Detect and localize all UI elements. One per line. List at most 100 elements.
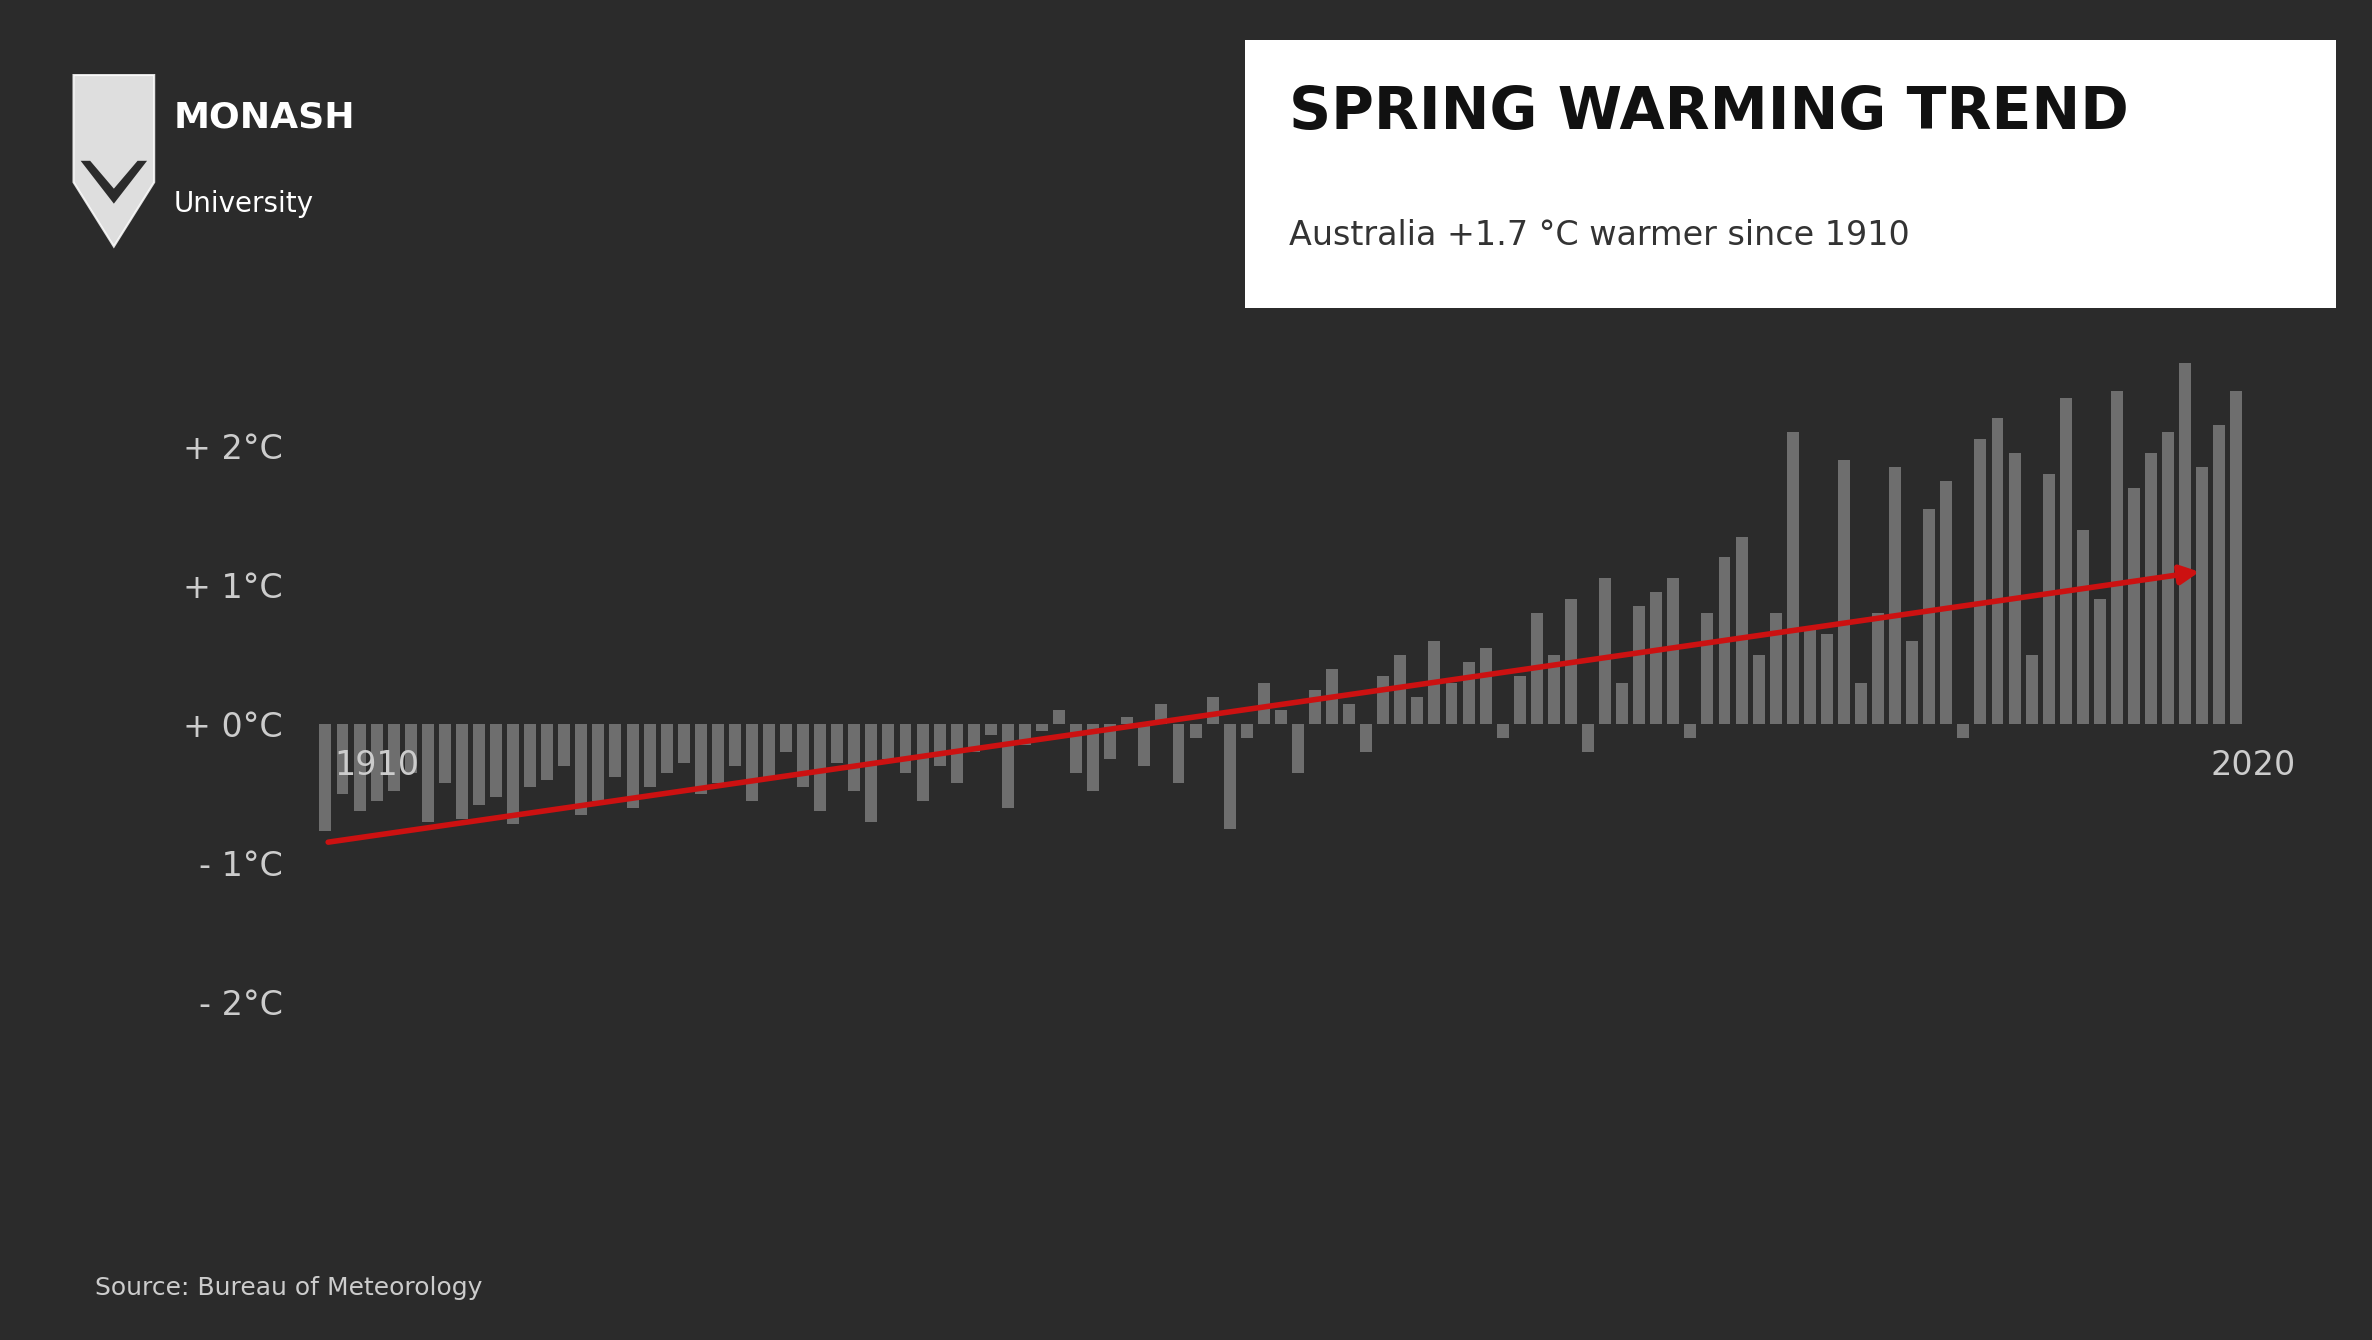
Bar (1855, 682, 1867, 725)
Bar (643, 725, 655, 787)
Bar (353, 725, 365, 811)
Text: MONASH: MONASH (173, 100, 356, 135)
Bar (1086, 725, 1098, 791)
Bar (541, 725, 553, 780)
PathPatch shape (74, 75, 154, 247)
Bar (916, 725, 927, 801)
Bar (1599, 579, 1611, 725)
Bar (2059, 398, 2071, 725)
Bar (1786, 433, 1798, 725)
Bar (2094, 599, 2106, 725)
Text: 1910: 1910 (334, 749, 420, 783)
Bar (1139, 725, 1150, 766)
Bar (1326, 669, 1338, 725)
Bar (1105, 725, 1117, 760)
Bar (508, 725, 519, 824)
Bar (387, 725, 398, 791)
Bar (1513, 675, 1525, 725)
Text: SPRING WARMING TREND: SPRING WARMING TREND (1288, 84, 2128, 141)
Bar (1907, 641, 1919, 725)
Bar (610, 725, 621, 777)
Bar (1445, 682, 1456, 725)
Bar (1020, 725, 1032, 745)
Bar (1753, 655, 1765, 725)
Bar (439, 725, 451, 783)
Bar (2180, 363, 2192, 725)
Bar (1428, 641, 1440, 725)
Bar (2128, 488, 2140, 725)
Bar (1582, 725, 1594, 752)
Bar (1274, 710, 1288, 725)
Bar (695, 725, 707, 793)
Bar (1155, 704, 1167, 725)
Bar (814, 725, 825, 811)
Bar (780, 725, 792, 752)
Bar (472, 725, 484, 805)
Bar (320, 725, 332, 831)
Bar (1343, 704, 1354, 725)
Bar (1822, 634, 1834, 725)
Bar (678, 725, 690, 764)
Bar (764, 725, 776, 777)
Bar (2230, 391, 2242, 725)
Bar (593, 725, 605, 801)
Bar (524, 725, 536, 787)
Bar (1309, 690, 1321, 725)
Bar (2213, 425, 2225, 725)
Bar (370, 725, 382, 801)
Bar (1191, 725, 1203, 738)
Bar (1172, 725, 1184, 783)
Bar (1378, 675, 1390, 725)
Bar (1411, 697, 1423, 725)
Bar (2196, 468, 2208, 725)
Bar (1668, 579, 1679, 725)
Bar (557, 725, 569, 766)
Bar (1992, 418, 2004, 725)
Bar (1224, 725, 1236, 828)
PathPatch shape (81, 161, 147, 204)
Bar (1122, 717, 1134, 725)
Bar (1464, 662, 1475, 725)
Bar (747, 725, 759, 801)
Bar (662, 725, 674, 773)
Bar (2026, 655, 2038, 725)
Bar (1395, 655, 1407, 725)
Bar (406, 725, 417, 773)
Bar (1888, 468, 1900, 725)
Bar (1480, 647, 1492, 725)
Bar (337, 725, 349, 793)
Bar (576, 725, 588, 815)
Bar (951, 725, 963, 783)
Bar (1497, 725, 1509, 738)
Bar (1207, 697, 1219, 725)
Bar (830, 725, 842, 764)
Text: University: University (173, 190, 313, 217)
Bar (1736, 536, 1748, 725)
Text: Source: Bureau of Meteorology: Source: Bureau of Meteorology (95, 1276, 482, 1300)
Bar (1940, 481, 1952, 725)
Bar (1530, 614, 1542, 725)
Bar (1566, 599, 1577, 725)
Bar (1037, 725, 1048, 732)
Bar (1615, 682, 1627, 725)
Bar (1070, 725, 1082, 773)
Bar (1957, 725, 1969, 738)
Bar (455, 725, 467, 819)
Bar (1257, 682, 1269, 725)
Bar (1053, 710, 1065, 725)
Bar (1974, 440, 1985, 725)
Bar (1549, 655, 1561, 725)
Bar (2078, 529, 2090, 725)
Bar (2163, 433, 2175, 725)
Bar (1924, 509, 1936, 725)
Bar (1701, 614, 1713, 725)
Bar (1770, 614, 1781, 725)
Bar (1241, 725, 1252, 738)
Bar (2042, 474, 2054, 725)
Bar (2144, 453, 2156, 725)
Bar (1001, 725, 1013, 808)
Bar (1651, 592, 1663, 725)
Bar (899, 725, 911, 773)
Bar (1293, 725, 1305, 773)
Bar (728, 725, 740, 766)
